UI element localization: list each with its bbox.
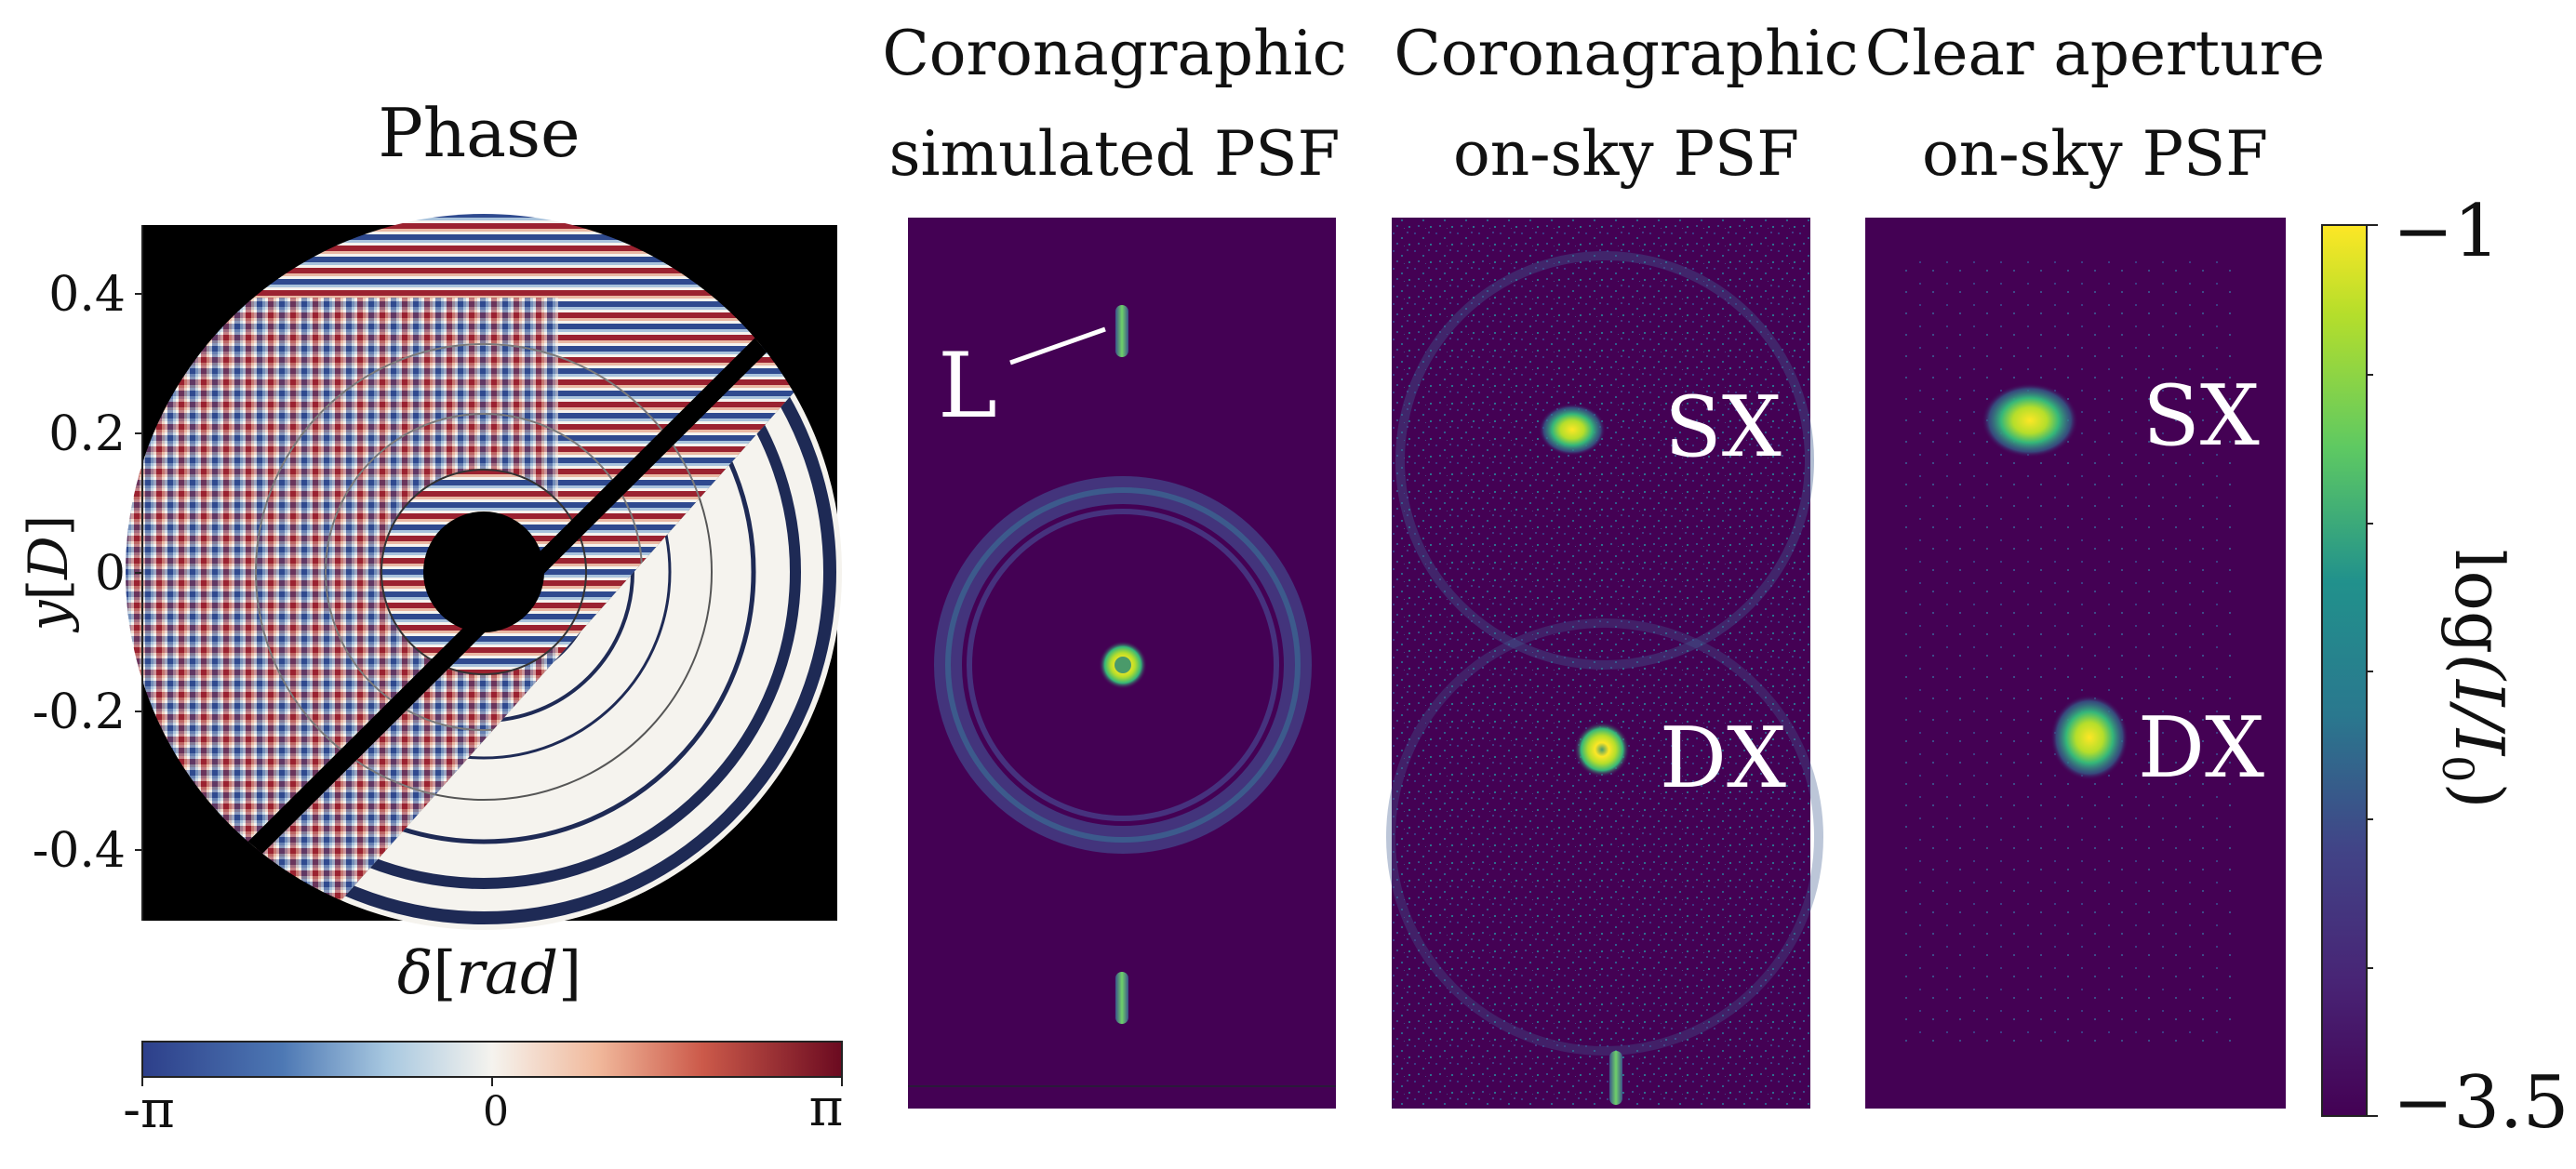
- psf-cor-title-line1: Coronagraphic: [1394, 18, 1858, 89]
- label-DX: DX: [2138, 699, 2264, 797]
- psf-sim-title-line1: Coronagraphic: [882, 18, 1346, 89]
- psf-clear-title-line1: Clear aperture: [1865, 18, 2325, 89]
- intensity-colorbar: −1 −3.5 log(I/I0): [2321, 190, 2569, 1145]
- label-SX: SX: [1664, 379, 1782, 476]
- xlabel-var: δ: [397, 939, 434, 1008]
- ytick-label: -0.2: [33, 684, 126, 740]
- psf-clear-title-line2: on-sky PSF: [1922, 118, 2268, 190]
- colorbar-label-close: ): [2440, 782, 2518, 808]
- colorbar-min-label: −3.5: [2393, 1061, 2569, 1145]
- ylabel-unit: D: [17, 536, 80, 580]
- phase-x-label: δ[rad]: [397, 939, 581, 1008]
- ylabel-var: y: [17, 599, 80, 633]
- colorbar-label-text: (I/I: [2440, 654, 2518, 757]
- colorbar-label-func: log: [2440, 549, 2518, 653]
- colorbar-tick-zero: 0: [483, 1088, 509, 1136]
- phase-title: Phase: [378, 94, 580, 172]
- colorbar-tick-pi: π: [809, 1078, 844, 1138]
- colorbar-label-sub: 0: [2433, 755, 2483, 782]
- phase-y-label: y[D]: [17, 515, 80, 634]
- colorbar-max-label: −1: [2393, 190, 2500, 273]
- label-DX: DX: [1660, 710, 1786, 807]
- ytick-label: 0.4: [48, 267, 126, 323]
- xlabel-unit: rad: [456, 939, 558, 1008]
- psf-clear-aperture-image: SX DX: [1865, 218, 2286, 1109]
- phase-mask-image: [126, 214, 842, 930]
- psf-simulated-image: L: [908, 218, 1336, 1109]
- colorbar-label: log(I/I0): [2433, 549, 2518, 808]
- psf-coronagraphic-image: SX DX: [1386, 218, 1823, 1109]
- label-L: L: [938, 334, 997, 438]
- ytick-label: -0.4: [33, 823, 126, 879]
- colorbar-tick-neg-pi: -π: [123, 1080, 175, 1140]
- ytick-label: 0: [95, 546, 126, 602]
- psf-cor-title-line2: on-sky PSF: [1453, 118, 1799, 190]
- phase-y-axis: 0.4 0.2 0 -0.2 -0.4: [33, 225, 143, 921]
- phase-colorbar: -π 0 π: [123, 1041, 844, 1140]
- ytick-label: 0.2: [48, 406, 126, 462]
- psf-sim-title-line2: simulated PSF: [889, 118, 1341, 190]
- label-SX: SX: [2142, 367, 2260, 465]
